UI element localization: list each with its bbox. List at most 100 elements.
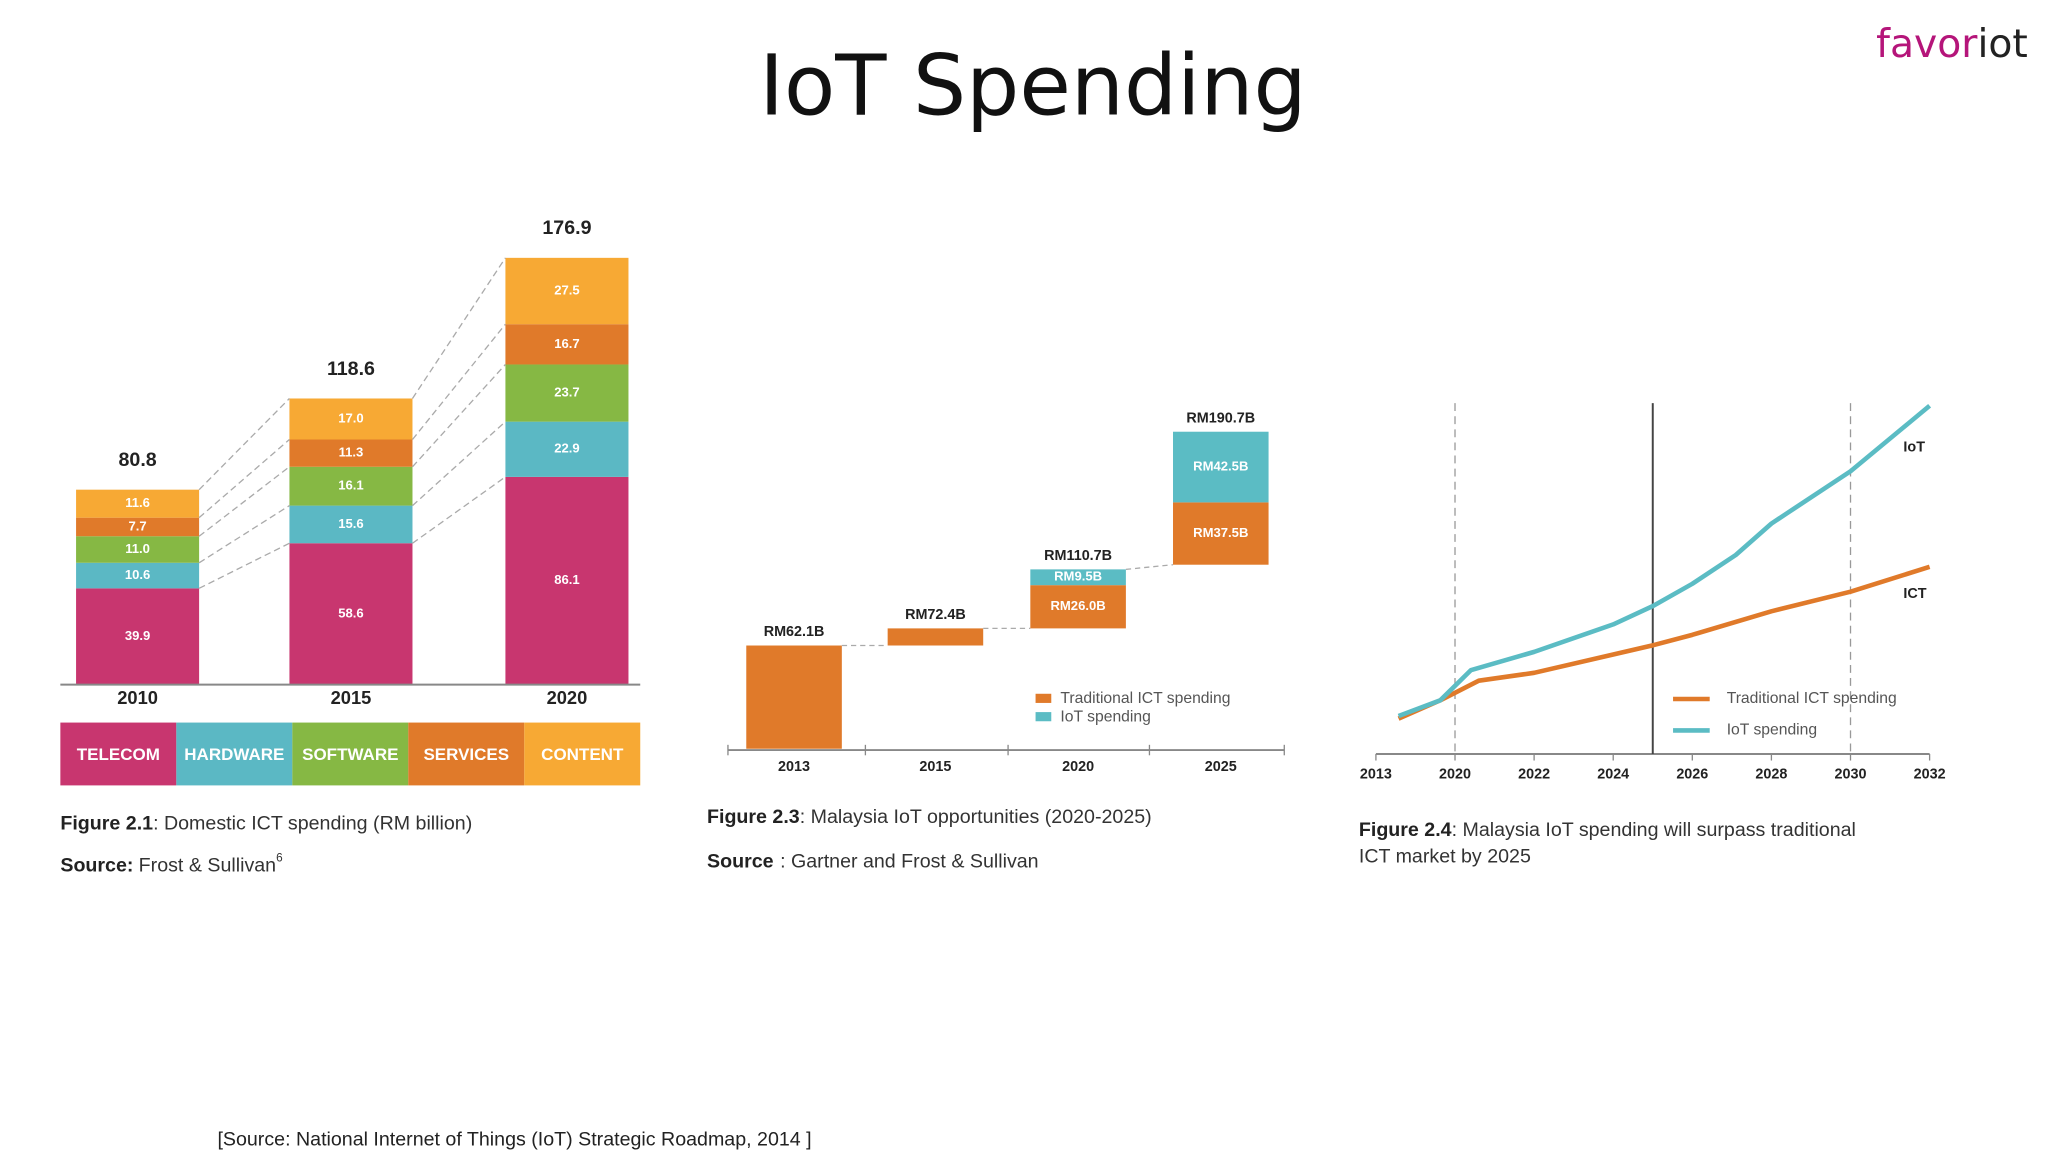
caption-text: : Malaysia IoT spending will surpass tra…: [1452, 819, 1856, 841]
bar-segment: [76, 489, 200, 518]
bar-segment: [76, 562, 200, 589]
slide-title: IoT Spending: [759, 37, 1306, 135]
segment-label: 11.0: [125, 541, 150, 556]
total-label: 176.9: [542, 217, 591, 239]
caption-text: : Domestic ICT spending (RM billion): [153, 813, 472, 835]
legend-swatch: [1035, 712, 1052, 722]
source: Source: Frost & Sullivan6: [60, 852, 283, 877]
source-note: 6: [276, 852, 283, 865]
x-tick-label: 2022: [1518, 767, 1550, 783]
bar-segment: [1030, 585, 1126, 629]
connector: [411, 257, 506, 399]
connector: [412, 476, 506, 544]
total-label: RM72.4B: [905, 607, 966, 623]
legend-swatch: [176, 722, 293, 786]
segment-label: 11.3: [339, 445, 364, 460]
logo-part: iot: [1977, 21, 2027, 66]
bar-segment: [505, 421, 629, 477]
connector: [198, 505, 290, 564]
x-tick-label: 2020: [1439, 767, 1471, 783]
x-tick-label: 2025: [1205, 759, 1237, 775]
bar-segment: [289, 505, 413, 544]
bar-segment: [289, 439, 413, 467]
caption-label: Figure 2.4: [1359, 819, 1452, 841]
source: Source: Gartner and Frost & Sullivan: [707, 851, 1039, 873]
total-label: RM62.1B: [764, 624, 825, 640]
logo-part: favor: [1876, 21, 1978, 66]
legend-swatch: [1035, 693, 1052, 703]
logo: favoriot: [1876, 21, 2028, 66]
caption-label: Figure 2.1: [60, 813, 153, 835]
total-label: 118.6: [327, 358, 375, 380]
legend-label: TELECOM: [77, 745, 160, 764]
x-tick-label: 2032: [1914, 767, 1946, 783]
caption: Figure 2.3: Malaysia IoT opportunities (…: [707, 806, 1152, 828]
segment-label: 58.6: [338, 605, 363, 620]
connector: [198, 439, 290, 519]
bar-segment: [505, 257, 629, 325]
bar-segment: [289, 543, 413, 685]
x-tick-label: 2010: [117, 687, 158, 708]
segment-label: 15.6: [338, 516, 363, 531]
bar-segment: [505, 364, 629, 422]
legend-label: IoT spending: [1060, 708, 1150, 725]
x-tick-label: 2013: [1360, 767, 1392, 783]
legend-label: Traditional ICT spending: [1060, 690, 1230, 707]
segment-label: 22.9: [554, 441, 579, 456]
end-label: ICT: [1903, 586, 1926, 602]
x-tick-label: 2030: [1835, 767, 1867, 783]
source-label: Source:: [60, 855, 133, 877]
legend-swatch: [60, 722, 177, 786]
connector: [411, 364, 506, 468]
x-tick-label: 2020: [547, 687, 588, 708]
segment-label: 23.7: [554, 385, 579, 400]
connector: [412, 421, 506, 507]
source-text: Frost & Sullivan: [139, 855, 276, 877]
segment-label: 16.1: [338, 478, 363, 493]
connector: [198, 398, 290, 491]
segment-label: RM42.5B: [1193, 459, 1248, 474]
caption: Figure 2.4: Malaysia IoT spending will s…: [1359, 819, 1856, 841]
bar: [887, 628, 984, 646]
connector: [198, 542, 290, 589]
bar-segment: [505, 476, 629, 685]
segment-label: 16.7: [554, 336, 579, 351]
segment-label: RM26.0B: [1050, 598, 1105, 613]
content: IoT Spending favoriot [Source: National …: [60, 21, 2028, 1150]
end-label: IoT: [1903, 439, 1925, 455]
segment-label: 17.0: [338, 410, 363, 425]
legend-swatch: [408, 722, 525, 786]
bar-segment: [289, 398, 413, 440]
legend-label: CONTENT: [541, 745, 624, 764]
bar-segment: [76, 517, 200, 537]
caption: Figure 2.1: Domestic ICT spending (RM bi…: [60, 813, 472, 835]
bar-segment: [505, 324, 629, 365]
connector: [411, 323, 506, 440]
bar-segment: [1173, 431, 1269, 503]
segment-label: 39.9: [125, 628, 150, 643]
legend-swatch: [524, 722, 641, 786]
x-tick-label: 2026: [1676, 767, 1708, 783]
x-tick-label: 2015: [919, 759, 951, 775]
line-series: [1397, 404, 1932, 719]
caption: ICT market by 2025: [1359, 846, 1531, 868]
bar: [746, 645, 842, 749]
x-tick-label: 2013: [778, 759, 810, 775]
caption-text: : Malaysia IoT opportunities (2020-2025): [800, 806, 1152, 828]
x-tick-label: 2020: [1062, 759, 1094, 775]
segment-label: 11.6: [125, 495, 150, 510]
connector: [1125, 564, 1174, 571]
legend-swatch: [292, 722, 409, 786]
bar-segment: [76, 588, 200, 685]
connector: [198, 466, 290, 537]
x-tick-label: 2024: [1597, 767, 1629, 783]
legend-label: Traditional ICT spending: [1727, 690, 1897, 707]
line-series: [1397, 564, 1931, 721]
segment-label: 7.7: [128, 518, 146, 533]
bar-segment: [1030, 569, 1126, 586]
total-label: 80.8: [118, 449, 156, 471]
x-tick-label: 2015: [331, 687, 372, 708]
segment-label: 86.1: [554, 572, 579, 587]
segment-label: 10.6: [125, 567, 150, 582]
